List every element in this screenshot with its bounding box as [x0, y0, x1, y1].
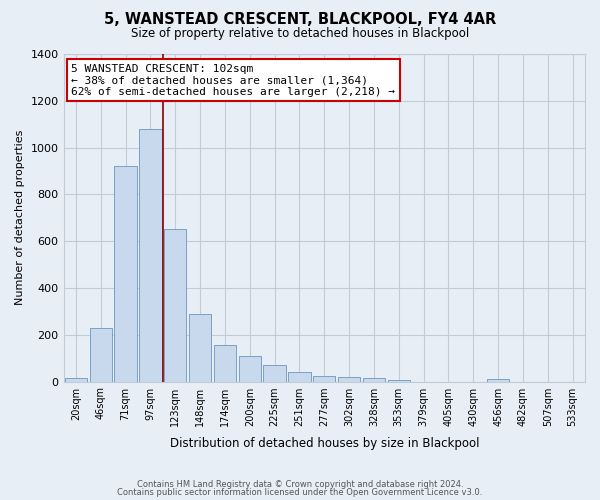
Bar	[487, 379, 509, 382]
Bar	[388, 380, 410, 382]
Text: Size of property relative to detached houses in Blackpool: Size of property relative to detached ho…	[131, 28, 469, 40]
Y-axis label: Number of detached properties: Number of detached properties	[15, 130, 25, 306]
Text: Contains public sector information licensed under the Open Government Licence v3: Contains public sector information licen…	[118, 488, 482, 497]
Bar	[115, 166, 137, 382]
Bar	[239, 356, 261, 382]
Bar	[338, 377, 360, 382]
Text: 5 WANSTEAD CRESCENT: 102sqm
← 38% of detached houses are smaller (1,364)
62% of : 5 WANSTEAD CRESCENT: 102sqm ← 38% of det…	[71, 64, 395, 97]
Text: Contains HM Land Registry data © Crown copyright and database right 2024.: Contains HM Land Registry data © Crown c…	[137, 480, 463, 489]
Bar	[288, 372, 311, 382]
Bar	[139, 129, 161, 382]
Bar	[89, 328, 112, 382]
Bar	[164, 230, 187, 382]
Text: 5, WANSTEAD CRESCENT, BLACKPOOL, FY4 4AR: 5, WANSTEAD CRESCENT, BLACKPOOL, FY4 4AR	[104, 12, 496, 28]
X-axis label: Distribution of detached houses by size in Blackpool: Distribution of detached houses by size …	[170, 437, 479, 450]
Bar	[189, 314, 211, 382]
Bar	[313, 376, 335, 382]
Bar	[263, 364, 286, 382]
Bar	[65, 378, 87, 382]
Bar	[214, 344, 236, 382]
Bar	[363, 378, 385, 382]
